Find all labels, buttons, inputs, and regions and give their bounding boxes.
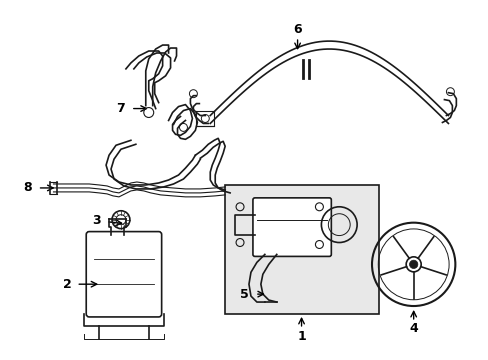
Text: 2: 2 [63,278,72,291]
Text: 4: 4 [408,322,417,336]
FancyBboxPatch shape [224,185,378,314]
Text: 3: 3 [92,214,100,227]
Text: 5: 5 [239,288,248,301]
FancyBboxPatch shape [252,198,331,256]
Text: 6: 6 [293,23,301,36]
Text: 1: 1 [297,330,305,343]
Text: 7: 7 [116,102,125,115]
Text: 8: 8 [23,181,32,194]
Circle shape [408,260,417,269]
FancyBboxPatch shape [86,231,162,317]
